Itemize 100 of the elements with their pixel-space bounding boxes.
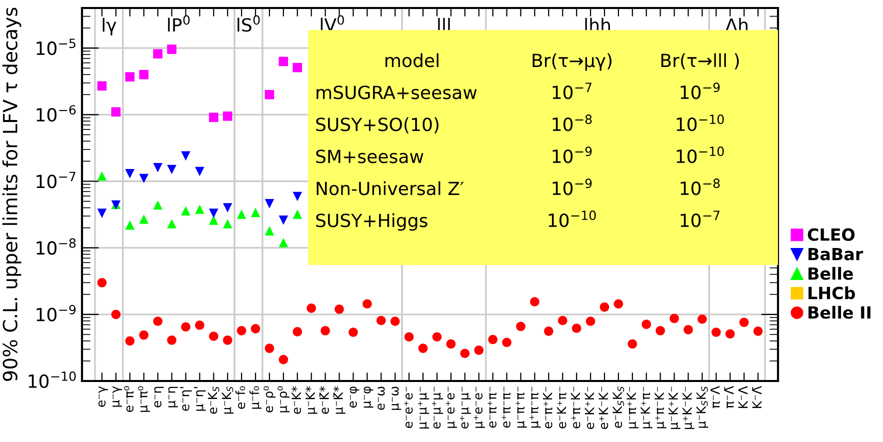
x-tick-label: μ⁻η: [168, 386, 178, 408]
point: [362, 299, 372, 309]
x-tick-label: e⁻f₀: [236, 386, 246, 409]
point: [712, 328, 721, 337]
point: [264, 344, 274, 353]
x-tick-label: e⁺μ⁻μ⁻: [460, 386, 471, 429]
point: [195, 320, 204, 330]
annotation: SM+seesaw: [316, 150, 424, 164]
annotation: 10$^{−10}$: [676, 114, 724, 132]
x-tick-label: μ⁻K$_{S}$K$_{S}$: [696, 386, 708, 428]
point: [153, 316, 162, 326]
x-tick-label: e⁻K̄*: [319, 386, 329, 414]
y-tick-label: 10$^{−6}$: [36, 105, 76, 122]
annotation: mSUGRA+seesaw: [316, 86, 477, 100]
point: [153, 163, 162, 172]
x-tick-label: μ⁻K⁺K⁻: [668, 386, 680, 429]
point: [334, 304, 344, 314]
point: [474, 346, 484, 355]
y-tick-label: 10$^{−7}$: [36, 172, 76, 188]
point: [278, 354, 288, 364]
point: [208, 112, 218, 122]
annotation: 10$^{−8}$: [552, 114, 592, 132]
legend-label: BaBar: [808, 248, 864, 260]
point: [586, 316, 596, 326]
point: [208, 332, 218, 341]
point: [460, 348, 470, 358]
x-tick-label: e⁻η: [154, 386, 164, 408]
x-tick-label: μ⁻ω: [392, 386, 402, 410]
x-tick-label: e⁻K⁺π⁻: [556, 386, 566, 428]
x-tick-label: e⁻K$_{S}$K$_{S}$: [612, 386, 624, 428]
point: [222, 219, 232, 228]
point: [250, 324, 260, 334]
x-tick-label: μ⁻π⁰: [138, 386, 150, 412]
point: [167, 219, 176, 228]
point: [97, 81, 107, 91]
point: [97, 278, 107, 288]
x-tick-label: e⁻γ: [98, 386, 108, 407]
x-tick-label: e⁺π⁻π⁻: [502, 386, 510, 428]
point: [404, 332, 414, 342]
point: [292, 62, 302, 72]
x-tick-label: e⁻e⁺e⁻: [404, 386, 413, 428]
x-tick-label: e⁻π⁺π⁻: [488, 386, 497, 428]
x-tick-label: μ⁻γ: [112, 386, 122, 407]
point: [614, 299, 624, 309]
point: [278, 56, 288, 66]
x-tick-label: e⁻ω: [378, 386, 385, 410]
annotation: 10$^{−9}$: [680, 82, 720, 100]
point: [628, 339, 638, 349]
x-tick-label: μ⁻π⁺π⁻: [516, 386, 527, 428]
point: [292, 192, 302, 202]
annotation: 10$^{−7}$: [552, 82, 592, 100]
x-tick-label: π⁻Λ̄: [724, 386, 734, 408]
point: [111, 107, 121, 117]
x-tick-label: μ⁻e⁺e⁻: [446, 386, 457, 428]
point: [516, 322, 526, 332]
band-label: lγ: [102, 18, 116, 36]
point: [600, 302, 610, 312]
point: [530, 297, 540, 306]
point: [264, 199, 274, 208]
band-label: lP$^{0}$: [168, 15, 190, 32]
point: [125, 169, 135, 178]
point: [195, 166, 204, 176]
point: [642, 320, 652, 329]
x-tick-label: μ⁺e⁻e⁻: [474, 386, 485, 428]
annotation: Non-Universal Z′: [316, 181, 464, 196]
point: [418, 344, 428, 353]
point: [153, 200, 162, 210]
x-tick-label: K⁻Λ: [738, 386, 748, 408]
x-tick-label: e⁻π⁺K⁻: [542, 386, 552, 428]
x-tick-label: e⁻π⁰: [124, 386, 134, 412]
x-tick-label: μ⁻η': [194, 387, 206, 411]
point: [684, 325, 693, 334]
annotation: 10$^{−10}$: [548, 210, 596, 228]
x-tick-label: μ⁻f₀: [249, 386, 262, 409]
legend-label: LHCb: [808, 286, 855, 300]
point: [222, 111, 232, 121]
point: [208, 216, 218, 225]
legend-label: Belle II: [808, 306, 870, 319]
y-tick-label: 10$^{−5}$: [36, 38, 76, 56]
point: [390, 316, 400, 326]
x-tick-label: μ⁻μ⁺μ⁻: [418, 386, 430, 428]
point: [670, 314, 679, 324]
x-tick-label: K⁻Λ̄: [752, 386, 762, 408]
point: [111, 310, 121, 320]
point: [125, 220, 135, 230]
point: [97, 171, 107, 181]
point: [376, 316, 386, 326]
x-tick-label: e⁺π⁻K⁻: [570, 386, 580, 428]
x-tick-label: μ⁻K⁺π⁻: [640, 386, 652, 428]
x-tick-label: μ⁻φ: [364, 386, 374, 408]
point: [348, 328, 358, 337]
x-tick-label: μ⁻K$_{S}$: [222, 386, 234, 414]
point: [125, 72, 135, 82]
x-tick-label: e⁻φ: [350, 386, 360, 408]
point: [181, 206, 190, 216]
annotation: Br(τ→lll ): [661, 53, 739, 70]
annotation: 10$^{−7}$: [680, 210, 720, 228]
point: [446, 339, 456, 349]
x-tick-label: e⁻μ⁺μ⁻: [432, 386, 444, 429]
point: [306, 304, 316, 313]
